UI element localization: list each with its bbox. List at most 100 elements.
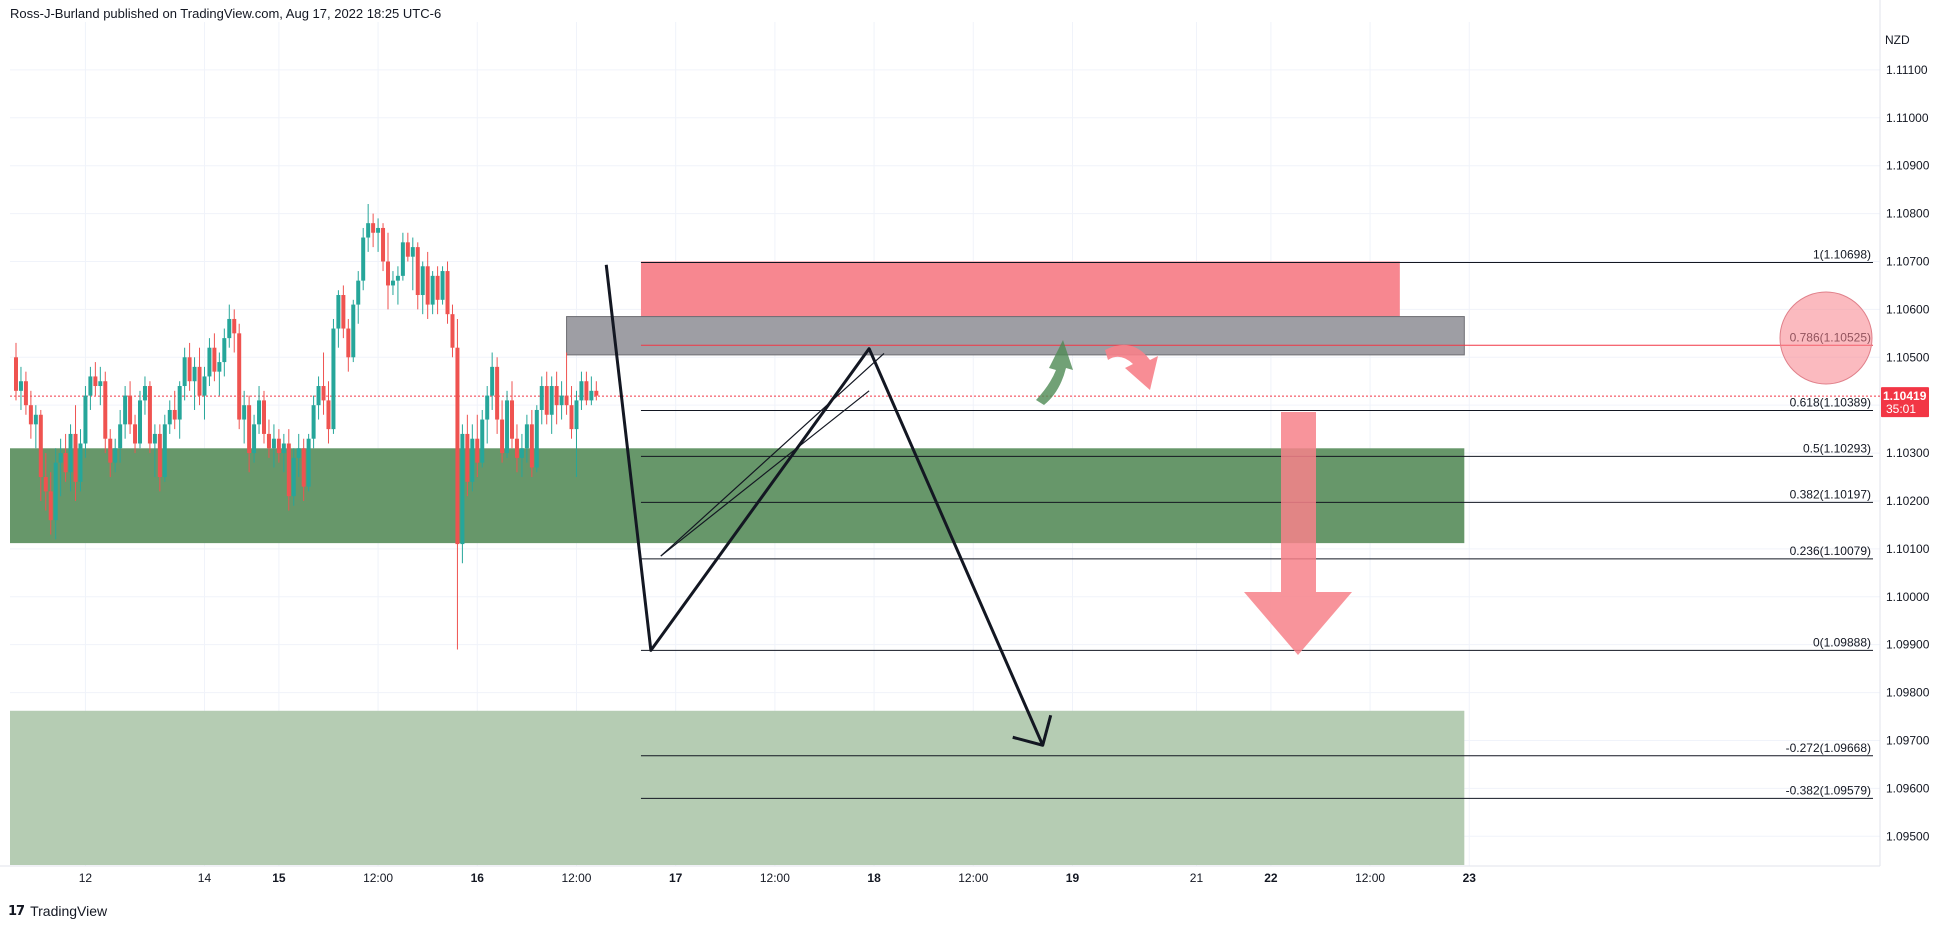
candle-body (113, 448, 118, 463)
candle-body (534, 409, 539, 468)
candle-body (187, 357, 192, 382)
candle-body (420, 266, 425, 296)
candle-body (83, 395, 88, 444)
candle-body (490, 366, 495, 396)
price-tick-label: 1.09700 (1886, 733, 1930, 747)
candle-body (549, 386, 554, 415)
candle-body (128, 395, 133, 425)
candle-body (400, 242, 405, 276)
candle-body (574, 400, 579, 430)
red-curved-arrow (1105, 344, 1158, 390)
candle-body (440, 271, 445, 300)
candle-body (296, 448, 301, 458)
candle-body (78, 443, 83, 482)
candle-body (430, 275, 435, 305)
time-tick-label: 12:00 (760, 871, 790, 885)
price-tick-label: 1.09500 (1886, 829, 1930, 843)
candle-body (53, 462, 58, 521)
time-tick-label: 19 (1066, 871, 1080, 885)
candle-body (281, 443, 286, 454)
time-tick-label: 18 (867, 871, 881, 885)
candle-body (38, 414, 43, 478)
currency-label: NZD (1885, 33, 1910, 47)
candle-body (415, 247, 420, 296)
candle-body (450, 314, 455, 348)
fib-level-label: -0.382(1.09579) (1786, 783, 1871, 797)
candle-body (366, 223, 371, 238)
candle-body (529, 424, 534, 468)
candle-body (495, 366, 500, 420)
last-price-tag: 1.10419 35:01 (1881, 387, 1929, 418)
tradingview-logo-icon: 17 (8, 903, 25, 919)
candle-body (475, 438, 480, 463)
time-tick-label: 23 (1463, 871, 1477, 885)
candle-body (262, 400, 266, 434)
candle-body (564, 395, 569, 406)
last-price-countdown: 35:01 (1886, 402, 1916, 416)
candle-body (435, 275, 440, 300)
price-tick-label: 1.09800 (1886, 686, 1930, 700)
candle-body (425, 266, 430, 305)
resistance-zone (640, 261, 1400, 322)
candle-body (242, 405, 247, 420)
time-axis[interactable]: 12 14 15 12:00 16 12:00 17 12:00 18 12:00 19 21 22 12… (79, 871, 1477, 885)
candle-body (361, 237, 366, 281)
candle-body (227, 318, 232, 339)
price-tick-label: 1.10600 (1886, 302, 1930, 316)
candle-body (505, 400, 510, 454)
candle-body (118, 424, 123, 449)
candle-body (326, 400, 331, 430)
candle-body (510, 400, 514, 439)
candle-body (247, 405, 252, 454)
candle-body (470, 438, 475, 482)
zigzag-arrowhead (1012, 714, 1053, 747)
candle-body (455, 347, 460, 545)
supply-zone (566, 316, 1465, 356)
candle-body (356, 280, 361, 305)
candle-body (58, 453, 63, 463)
candle-body (410, 247, 415, 257)
candle-body (371, 223, 376, 233)
support-trendline (660, 390, 870, 557)
candle-body (291, 457, 296, 497)
candle-body (197, 366, 202, 396)
fib-level-label: 0.236(1.10079) (1790, 544, 1871, 558)
price-axis[interactable]: NZD 1.11100 1.11000 1.10900 1.10800 1.10700 1… (1885, 33, 1930, 843)
candle-body (48, 491, 53, 521)
candle-body (212, 347, 217, 372)
candle-body (405, 242, 410, 257)
candle-body (73, 433, 78, 482)
tradingview-footer[interactable]: 17 TradingView (8, 901, 107, 921)
time-tick-label: 16 (471, 871, 485, 885)
candle-body (217, 362, 222, 372)
price-tick-label: 1.11100 (1886, 63, 1928, 77)
candle-body (465, 433, 470, 482)
candle-body (544, 386, 549, 415)
candle-body (207, 347, 212, 377)
price-tick-label: 1.10500 (1886, 350, 1930, 364)
price-tick-label: 1.10700 (1886, 254, 1930, 268)
price-tick-label: 1.10200 (1886, 494, 1930, 508)
fib-level-label: 0(1.09888) (1813, 635, 1871, 649)
price-tick-label: 1.10900 (1886, 159, 1930, 173)
price-zones (10, 261, 1465, 865)
candle-body (500, 419, 505, 454)
candle-body (306, 438, 311, 487)
candle-body (222, 338, 227, 363)
candle-body (103, 381, 108, 439)
candle-body (351, 304, 356, 358)
time-tick-label: 14 (198, 871, 212, 885)
candle-body (480, 419, 485, 463)
candle-body (28, 405, 33, 425)
candle-body (157, 433, 162, 478)
trend-drawings (604, 264, 1053, 747)
abcd-zigzag-line (604, 264, 1045, 746)
candle-body (445, 271, 450, 315)
time-tick-label: 17 (669, 871, 683, 885)
time-tick-label: 12:00 (561, 871, 591, 885)
candle-body (237, 333, 242, 420)
candle-body (257, 400, 262, 425)
rising-wedge-line (660, 353, 885, 557)
candle-body (133, 424, 138, 444)
